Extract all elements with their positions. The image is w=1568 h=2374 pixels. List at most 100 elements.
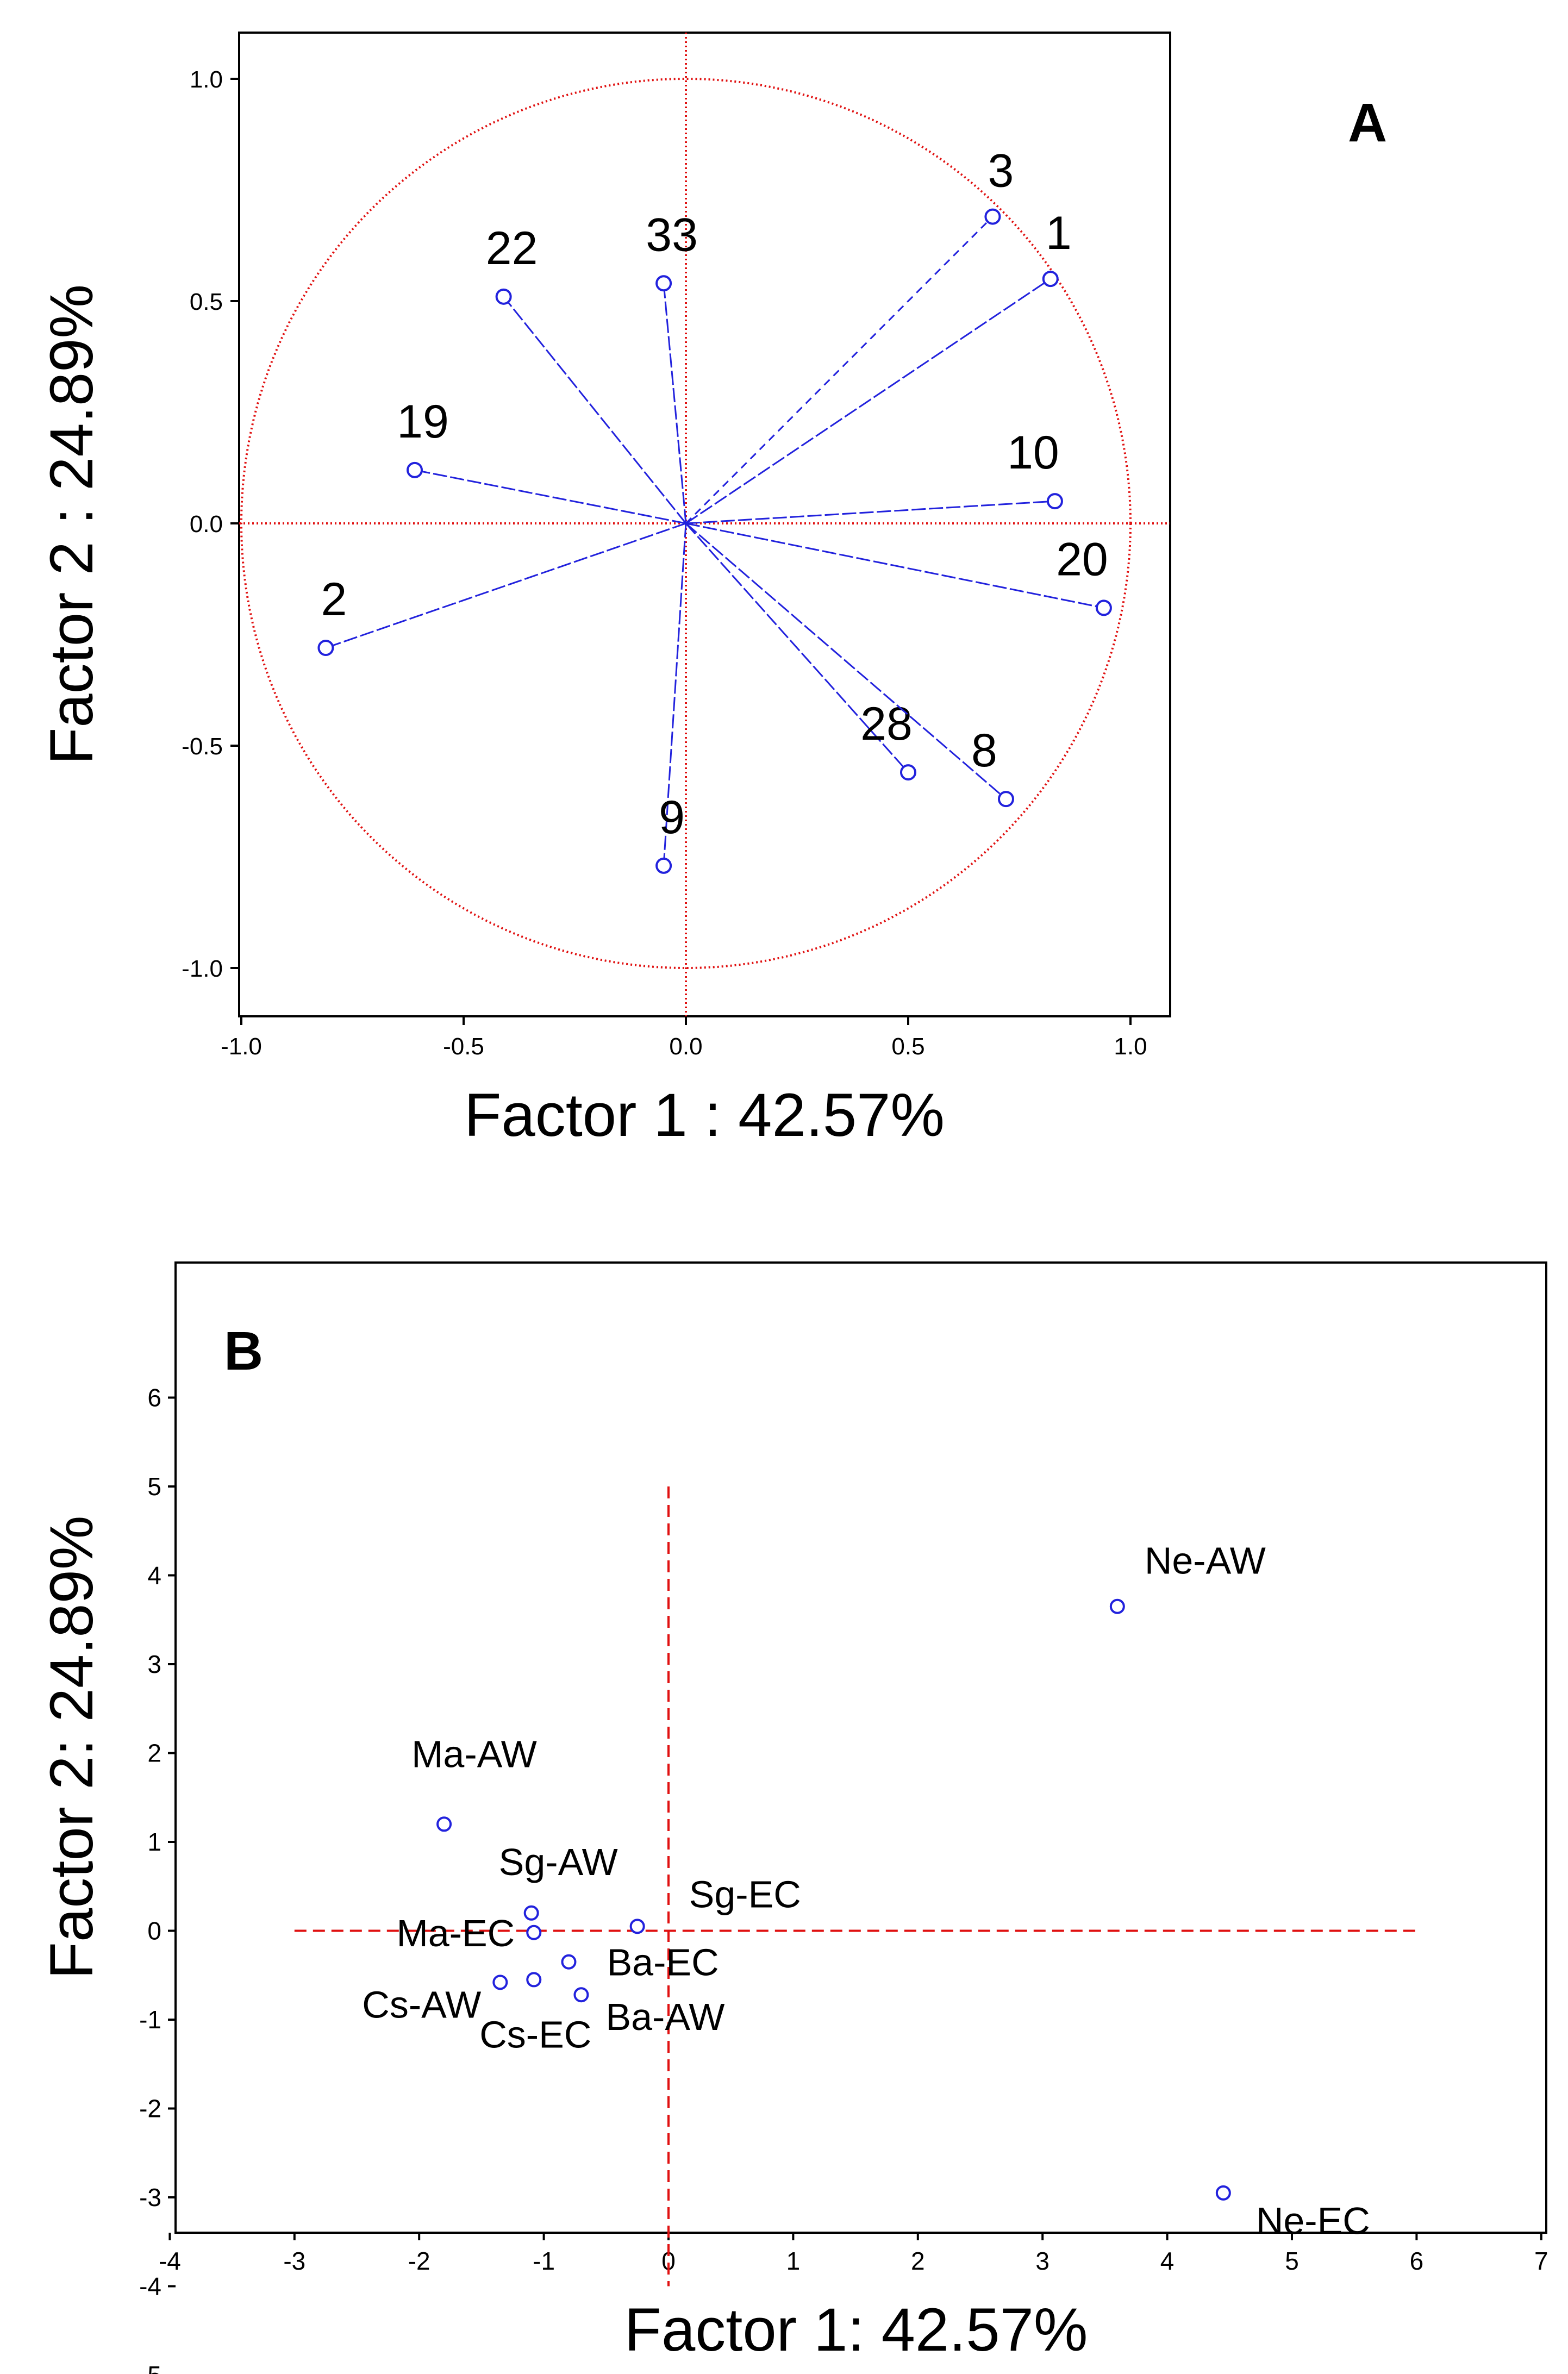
panel-a-y-ticks: 1.0 0.5 0.0 -0.5 -1.0	[182, 66, 239, 982]
y-tick-label: 1	[147, 1828, 161, 1856]
x-tick-label: -4	[159, 2247, 181, 2275]
unit-circle	[240, 78, 1132, 969]
score-point-ne-aw	[1109, 1598, 1125, 1614]
score-point-ma-ec	[526, 1925, 542, 1940]
panel-a-chart: 1.00.50.0-0.5-1.0 -1.0 -0.5 0.0 0.5 1.0 3122…	[38, 32, 1387, 1149]
score-point-sg-ec	[629, 1919, 645, 1934]
x-tick-label: 0.5	[891, 1033, 924, 1060]
x-tick-label: -2	[408, 2247, 430, 2275]
vector-line-20	[685, 522, 1104, 609]
y-tick-label: 3	[147, 1650, 161, 1678]
score-point-ba-ec	[561, 1954, 577, 1970]
vector-point-28	[900, 764, 916, 781]
x-tick-label: 4	[1160, 2247, 1175, 2275]
vector-line-9	[663, 523, 687, 866]
vector-point-3	[984, 208, 1001, 225]
y-tick-label: 0.0	[190, 511, 223, 538]
y-tick-label: 4	[147, 1561, 161, 1590]
vector-point-9	[655, 857, 672, 874]
vector-label-20: 20	[1056, 533, 1108, 585]
panel-a-x-ticks: -1.0 -0.5 0.0 0.5 1.0	[221, 1016, 1147, 1060]
x-tick-label: -1.0	[221, 1033, 262, 1060]
vector-label-3: 3	[988, 145, 1014, 197]
vector-point-20	[1095, 599, 1112, 616]
vector-label-9: 9	[659, 791, 685, 844]
vector-label-33: 33	[646, 209, 698, 261]
x-tick-label: 6	[1410, 2247, 1424, 2275]
y-tick-label: 0.5	[190, 289, 223, 315]
vector-line-28	[685, 523, 909, 773]
y-tick-label: -3	[139, 2183, 161, 2211]
score-label-ma-ec: Ma-EC	[396, 1912, 515, 1954]
vector-point-8	[997, 791, 1014, 808]
x-tick-label: 0.0	[669, 1033, 702, 1060]
y-tick-label: 6	[147, 1384, 161, 1412]
panel-b-y-ticks: 6 5 4 3 2 1 0 -1 -2 -3 -4 -5	[139, 1384, 176, 2374]
vector-line-33	[663, 283, 687, 524]
panel-b-letter: B	[224, 1321, 263, 1382]
score-label-sg-aw: Sg-AW	[499, 1841, 618, 1883]
x-tick-label: -3	[283, 2247, 305, 2275]
x-tick-label: 3	[1035, 2247, 1050, 2275]
panel-b-x-ticks: -4 -3 -2 -1 0 1 2 3 4 5 6 7	[159, 2233, 1548, 2275]
score-point-sg-aw	[523, 1905, 539, 1921]
panel-a-x-axis-title: Factor 1 : 42.57%	[464, 1081, 945, 1149]
panel-b-reference-lines	[294, 1486, 1417, 2286]
vector-line-2	[325, 522, 686, 649]
vector-label-1: 1	[1046, 207, 1072, 259]
score-label-cs-aw: Cs-AW	[362, 1983, 481, 2026]
panel-b-x-axis-title: Factor 1: 42.57%	[624, 2296, 1088, 2364]
x-tick-label: 1	[786, 2247, 801, 2275]
panel-a-reference-lines	[239, 33, 1170, 1016]
score-label-ba-ec: Ba-EC	[607, 1941, 719, 1984]
vector-line-1	[685, 278, 1051, 524]
y-tick-label: -1.0	[182, 955, 223, 982]
y-tick-label: -0.5	[182, 733, 223, 760]
score-point-ne-ec	[1215, 2185, 1231, 2201]
vector-label-2: 2	[321, 573, 347, 626]
y-tick-label: -5	[139, 2361, 161, 2374]
vector-line-22	[503, 296, 687, 524]
x-tick-label: 1.0	[1114, 1033, 1147, 1060]
vector-point-22	[495, 288, 512, 305]
score-point-cs-ec	[526, 1972, 542, 1988]
x-tick-label: 5	[1285, 2247, 1299, 2275]
vector-point-19	[407, 461, 423, 478]
score-label-cs-ec: Cs-EC	[479, 2013, 591, 2056]
y-tick-label: -4	[139, 2272, 161, 2301]
y-tick-label: 1.0	[190, 66, 223, 93]
panel-a-loading-vectors: 31 22 33 19 10 20 2 28 8 9	[317, 145, 1112, 874]
panel-b-chart: 6 5 4 3 2 1 0 -1 -2 -3 -4 -5 -4 -3 -2 -1 0 1 2 3 4 5 6 7 Ne-AW…	[38, 1261, 1548, 2374]
score-label-ne-aw: Ne-AW	[1145, 1540, 1266, 1582]
score-point-ma-aw	[436, 1816, 452, 1832]
vector-line-10	[685, 500, 1055, 524]
panel-b-score-points: Ne-AW Ne-EC Ma-AW Sg-AW Sg-EC Ma-EC Ba-EC Cs-AW…	[362, 1540, 1370, 2242]
vector-line-8	[685, 522, 1007, 800]
panel-a-y-axis-title: Factor 2 : 24.89%	[38, 284, 105, 765]
panel-a-letter: A	[1348, 92, 1387, 153]
vector-label-19: 19	[397, 396, 449, 448]
x-tick-label: -1	[533, 2247, 555, 2275]
vector-line-19	[414, 469, 686, 524]
x-tick-label: -0.5	[443, 1033, 484, 1060]
y-tick-label: -2	[139, 2095, 161, 2123]
y-tick-label: 5	[147, 1472, 161, 1501]
score-point-cs-aw	[492, 1975, 508, 1990]
y-tick-label: 0	[147, 1917, 161, 1945]
panel-b-plot-frame	[174, 1261, 1547, 2234]
score-label-ba-aw: Ba-AW	[605, 1996, 724, 2038]
panel-b-y-axis-title: Factor 2: 24.89%	[38, 1516, 105, 1979]
vector-label-10: 10	[1007, 427, 1059, 479]
y-tick-label: -1	[139, 2006, 161, 2034]
x-tick-label: 7	[1534, 2247, 1548, 2275]
y-tick-label: 2	[147, 1739, 161, 1767]
score-label-ne-ec: Ne-EC	[1256, 2200, 1370, 2242]
vector-point-10	[1046, 493, 1063, 510]
score-point-ba-aw	[573, 1987, 589, 2003]
score-label-ma-aw: Ma-AW	[411, 1733, 537, 1775]
vector-label-22: 22	[486, 222, 538, 274]
vector-label-28: 28	[860, 698, 913, 750]
score-label-sg-ec: Sg-EC	[689, 1873, 801, 1915]
vector-label-8: 8	[971, 724, 997, 777]
